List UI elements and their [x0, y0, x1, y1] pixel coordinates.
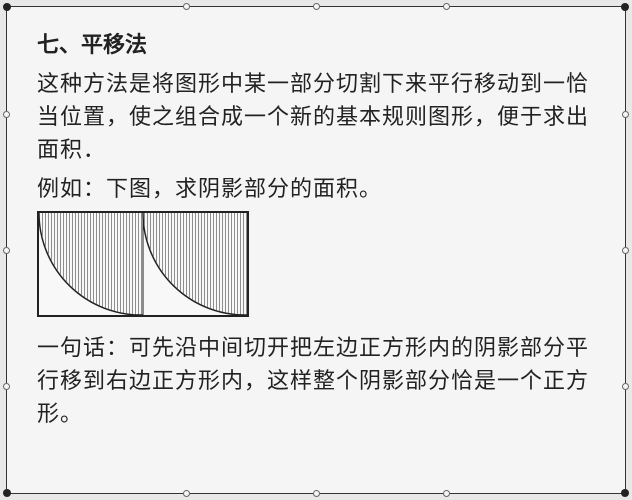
- corner-handle-tr[interactable]: [621, 3, 629, 11]
- side-handle[interactable]: [622, 247, 629, 254]
- paragraph-2: 例如：下图，求阴影部分的面积。: [37, 172, 595, 205]
- side-handle[interactable]: [622, 111, 629, 118]
- selection-frame: 七、平移法 这种方法是将图形中某一部分切割下来平行移动到一恰当位置，使之组合成一…: [6, 6, 626, 494]
- document-content: 七、平移法 这种方法是将图形中某一部分切割下来平行移动到一恰当位置，使之组合成一…: [7, 7, 625, 450]
- side-handle[interactable]: [3, 383, 10, 390]
- side-handle[interactable]: [3, 111, 10, 118]
- section-heading: 七、平移法: [37, 27, 595, 59]
- side-handle[interactable]: [313, 490, 320, 497]
- side-handle[interactable]: [443, 490, 450, 497]
- side-handle[interactable]: [443, 3, 450, 10]
- side-handle[interactable]: [622, 383, 629, 390]
- side-handle[interactable]: [183, 490, 190, 497]
- corner-handle-bl[interactable]: [3, 489, 11, 497]
- example-figure: [37, 211, 249, 317]
- paragraph-1: 这种方法是将图形中某一部分切割下来平行移动到一恰当位置，使之组合成一个新的基本规…: [37, 67, 595, 166]
- side-handle[interactable]: [313, 3, 320, 10]
- side-handle[interactable]: [3, 247, 10, 254]
- corner-handle-br[interactable]: [621, 489, 629, 497]
- side-handle[interactable]: [183, 3, 190, 10]
- conclusion-paragraph: 一句话：可先沿中间切开把左边正方形内的阴影部分平行移到右边正方形内，这样整个阴影…: [37, 331, 595, 430]
- corner-handle-tl[interactable]: [3, 3, 11, 11]
